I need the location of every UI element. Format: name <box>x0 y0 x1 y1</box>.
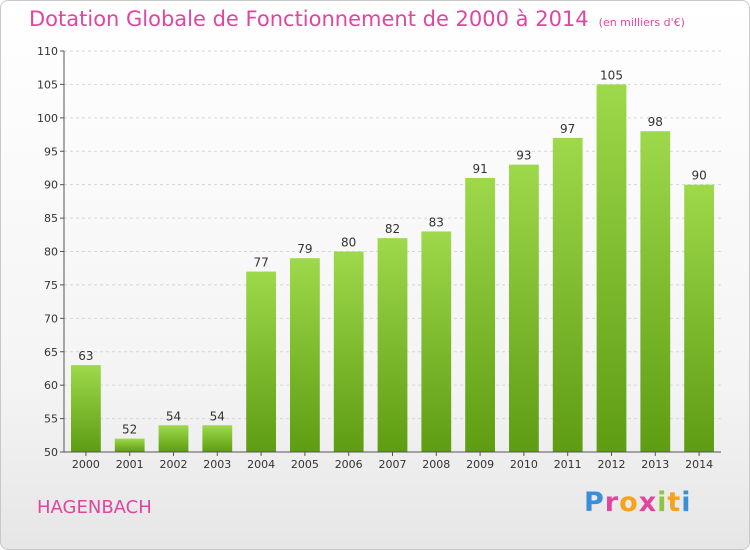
bar-value-label: 63 <box>78 349 93 363</box>
y-tick-label: 60 <box>44 379 58 392</box>
x-tick-label: 2014 <box>685 458 713 471</box>
bar <box>640 131 671 452</box>
x-tick-label: 2002 <box>160 458 188 471</box>
x-tick-label: 2004 <box>247 458 275 471</box>
x-tick-label: 2013 <box>641 458 669 471</box>
bar-value-label: 80 <box>341 236 356 250</box>
labels: 50 55 60 65 70 75 80 85 90 95 100 105 110 63 2000 52 200… <box>37 45 713 471</box>
y-tick-label: 75 <box>44 279 58 292</box>
logo-letter: t <box>667 487 682 518</box>
logo-letter: i <box>681 487 692 518</box>
x-tick-label: 2009 <box>466 458 494 471</box>
y-tick-label: 50 <box>44 446 58 459</box>
axes <box>60 50 721 456</box>
y-tick-label: 110 <box>37 45 58 58</box>
logo-letter: x <box>638 487 658 518</box>
bar <box>114 438 145 452</box>
y-tick-label: 55 <box>44 413 58 426</box>
y-tick-label: 95 <box>44 145 58 158</box>
x-tick-label: 2010 <box>510 458 538 471</box>
bar-value-label: 105 <box>600 68 623 82</box>
y-tick-label: 90 <box>44 179 58 192</box>
y-tick-label: 85 <box>44 212 58 225</box>
x-tick-label: 2012 <box>598 458 626 471</box>
bar-value-label: 93 <box>516 149 531 163</box>
logo-letter: o <box>619 487 639 518</box>
x-tick-label: 2011 <box>554 458 582 471</box>
x-tick-label: 2000 <box>72 458 100 471</box>
y-tick-label: 70 <box>44 312 58 325</box>
bar <box>202 425 233 452</box>
bar <box>465 177 495 452</box>
x-tick-label: 2006 <box>335 458 363 471</box>
bar-value-label: 83 <box>429 215 444 229</box>
unit-note: (en milliers d'€) <box>598 16 685 29</box>
commune-name: HAGENBACH <box>37 497 152 518</box>
y-tick-label: 100 <box>37 112 58 125</box>
bar-value-label: 52 <box>122 423 137 437</box>
y-tick-label: 65 <box>44 346 58 359</box>
x-tick-label: 2005 <box>291 458 319 471</box>
bar <box>509 164 539 452</box>
logo-letter: P <box>584 487 605 518</box>
bar <box>596 84 627 453</box>
logo-letter: i <box>657 487 668 518</box>
bars <box>71 84 714 453</box>
bar <box>684 184 714 452</box>
bar-value-label: 90 <box>691 169 706 183</box>
bar <box>158 425 189 452</box>
x-tick-label: 2008 <box>422 458 450 471</box>
logo-letter: r <box>604 487 620 518</box>
bar-value-label: 82 <box>385 222 400 236</box>
y-tick-label: 105 <box>37 78 58 91</box>
bar <box>71 365 101 452</box>
bar-value-label: 79 <box>297 242 312 256</box>
bar <box>421 231 452 452</box>
chart-title-text: Dotation Globale de Fonctionnement de 20… <box>29 7 589 31</box>
x-tick-label: 2001 <box>116 458 144 471</box>
bar-value-label: 54 <box>166 409 181 423</box>
bar <box>333 251 364 452</box>
bar-value-label: 54 <box>210 409 225 423</box>
x-tick-label: 2003 <box>203 458 231 471</box>
bar-value-label: 97 <box>560 122 575 136</box>
chart-title: Dotation Globale de Fonctionnement de 20… <box>29 7 685 31</box>
bar-value-label: 77 <box>253 256 268 270</box>
x-tick-label: 2007 <box>379 458 407 471</box>
bar-value-label: 91 <box>472 162 487 176</box>
bar <box>552 137 583 452</box>
bar <box>246 271 276 452</box>
bar-value-label: 98 <box>648 115 663 129</box>
y-tick-label: 80 <box>44 246 58 259</box>
proxiti-logo: Proxiti <box>584 487 692 518</box>
bar <box>377 238 408 452</box>
bar <box>290 258 320 452</box>
